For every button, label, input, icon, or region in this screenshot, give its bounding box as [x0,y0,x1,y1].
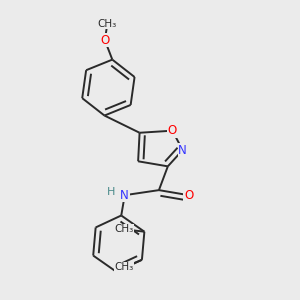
Text: CH₃: CH₃ [115,262,134,272]
Text: CH₃: CH₃ [98,19,117,29]
Text: N: N [120,189,129,202]
Text: O: O [100,34,110,47]
Text: O: O [184,189,193,202]
Text: CH₃: CH₃ [115,224,134,234]
Text: O: O [168,124,177,137]
Text: H: H [107,187,116,197]
Text: N: N [178,143,187,157]
